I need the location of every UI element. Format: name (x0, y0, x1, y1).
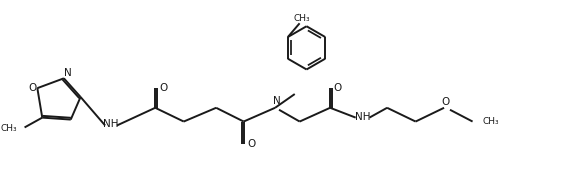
Text: CH₃: CH₃ (482, 117, 499, 126)
Text: N: N (64, 68, 72, 78)
Text: O: O (28, 83, 36, 93)
Text: O: O (247, 139, 256, 149)
Text: NH: NH (103, 119, 119, 129)
Text: O: O (159, 83, 167, 93)
Text: O: O (334, 83, 342, 93)
Text: N: N (273, 96, 281, 106)
Text: CH₃: CH₃ (0, 124, 17, 133)
Text: NH: NH (355, 112, 370, 122)
Text: CH₃: CH₃ (293, 14, 310, 23)
Text: O: O (441, 97, 449, 107)
